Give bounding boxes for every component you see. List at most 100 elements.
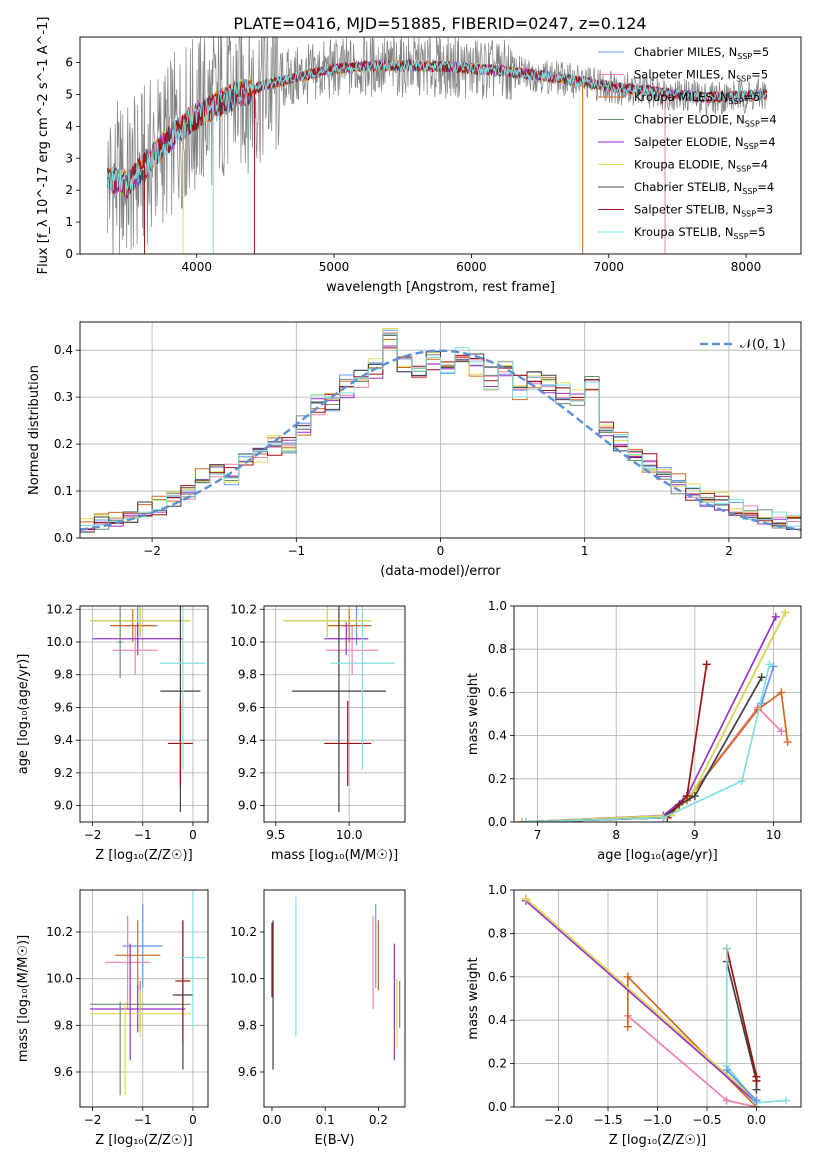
y-tick-label: 0.3 xyxy=(54,390,73,404)
legend-label-suffix: =4 xyxy=(759,135,776,149)
point-marker xyxy=(722,1096,731,1105)
legend-label: Salpeter MILES, NSSP=5 xyxy=(634,68,768,84)
x-tick-label: −2 xyxy=(143,544,161,558)
y-tick-label: 2 xyxy=(65,183,73,197)
x-tick-label: 0.1 xyxy=(316,1113,335,1127)
x-tick-label: 7000 xyxy=(593,260,624,274)
point-marker xyxy=(722,1066,731,1075)
point-marker xyxy=(722,944,731,953)
legend-label-suffix: =4 xyxy=(751,158,768,172)
y-axis-label: age [log₁₀(age/yr)] xyxy=(16,654,31,775)
y-tick-label: 1.0 xyxy=(488,599,507,613)
legend-label-sub: SSP xyxy=(741,210,756,219)
panel-age-vs-Z: −2 −1 0 9.0 9.2 9.4 9.6 9.8 10.0 10.2 Z [log₁₀(Z/Z… xyxy=(16,602,209,863)
panel-residuals: −2 −1 0 1 2 0.0 0.1 0.2 0.3 0.4 (data-model)/error… xyxy=(27,321,802,579)
plot-area xyxy=(107,37,768,254)
figure-title: PLATE=0416, MJD=51885, FIBERID=0247, z=0… xyxy=(233,14,646,33)
legend-label-suffix: =5 xyxy=(744,90,761,104)
y-tick-label: 10.0 xyxy=(230,635,257,649)
y-tick-label: 3 xyxy=(65,151,73,165)
y-tick-label: 0.8 xyxy=(488,926,507,940)
x-tick-label: 5000 xyxy=(319,260,350,274)
panel-massweight-vs-age: 7 8 9 10 0.0 0.2 0.4 0.6 0.8 1.0 age [log₁₀(age/yr… xyxy=(466,599,802,863)
y-tick-label: 9.4 xyxy=(54,733,73,747)
point-marker xyxy=(783,738,792,747)
y-tick-label: 9.6 xyxy=(54,1065,73,1079)
y-tick-label: 4 xyxy=(65,119,73,133)
legend-label: Salpeter STELIB, NSSP=3 xyxy=(634,203,773,219)
legend-label-sub: SSP xyxy=(736,75,751,84)
x-tick-label: 8000 xyxy=(731,260,762,274)
legend-label: Chabrier MILES, NSSP=5 xyxy=(634,45,769,61)
x-tick-label: −1 xyxy=(134,828,152,842)
x-tick-label: −1 xyxy=(134,1113,152,1127)
x-tick-label: 9 xyxy=(691,828,699,842)
point-marker xyxy=(765,660,774,669)
point-marker xyxy=(659,813,668,822)
x-axis-label: Z [log₁₀(Z/Z☉)] xyxy=(609,1133,706,1148)
x-axis-label: (data-model)/error xyxy=(380,564,501,579)
legend-label: Salpeter ELODIE, NSSP=4 xyxy=(634,135,776,151)
y-tick-label: 9.0 xyxy=(238,799,257,813)
spectrum-data-line xyxy=(107,37,767,254)
x-tick-label: −2.0 xyxy=(544,1113,573,1127)
x-tick-label: 0.2 xyxy=(369,1113,388,1127)
x-tick-label: −2 xyxy=(84,1113,102,1127)
x-tick-label: 0 xyxy=(437,544,445,558)
y-tick-label: 0.2 xyxy=(488,772,507,786)
legend-label: Kroupa STELIB, NSSP=5 xyxy=(634,225,765,241)
legend-label-suffix: =4 xyxy=(760,113,777,127)
plot-area xyxy=(90,890,206,1096)
y-tick-label: 0.6 xyxy=(488,970,507,984)
plot-area xyxy=(80,328,801,533)
plot-area xyxy=(90,606,206,813)
x-axis-label: Z [log₁₀(Z/Z☉)] xyxy=(95,848,192,863)
y-tick-label: 9.8 xyxy=(54,1018,73,1032)
y-tick-label: 9.8 xyxy=(238,1018,257,1032)
legend-label-sub: SSP xyxy=(734,232,749,241)
point-marker xyxy=(521,818,530,822)
point-marker xyxy=(690,792,699,801)
point-marker xyxy=(752,1096,761,1105)
panel-spectrum: 4000 5000 6000 7000 8000 0 1 2 3 4 5 6 wavelength [A… xyxy=(36,17,802,295)
x-axis-label: Z [log₁₀(Z/Z☉)] xyxy=(95,1133,192,1148)
series-line-kroupa_elodie xyxy=(525,898,758,1102)
x-tick-label: 9.5 xyxy=(266,828,285,842)
point-marker xyxy=(781,608,790,617)
x-tick-label: −1.5 xyxy=(593,1113,622,1127)
point-marker xyxy=(771,612,780,621)
point-marker xyxy=(752,1085,761,1094)
x-tick-label: 0.0 xyxy=(262,1113,281,1127)
x-tick-label: −1.0 xyxy=(643,1113,672,1127)
point-marker xyxy=(752,1076,761,1085)
y-axis-label: mass [log₁₀(M/M☉)] xyxy=(16,935,31,1062)
x-tick-label: 0 xyxy=(189,1113,197,1127)
series-line-kroupa_elodie xyxy=(521,612,787,822)
legend-label: Kroupa ELODIE, NSSP=4 xyxy=(634,158,768,174)
x-tick-label: 10.0 xyxy=(336,828,363,842)
y-tick-label: 9.4 xyxy=(238,733,257,747)
y-tick-label: 0.4 xyxy=(488,729,507,743)
plot-area xyxy=(521,894,791,1107)
legend-label-suffix: =3 xyxy=(756,203,773,217)
y-axis-label: mass weight xyxy=(466,673,481,755)
y-tick-label: 10.0 xyxy=(46,635,73,649)
plot-area xyxy=(283,606,395,813)
point-marker xyxy=(782,1096,791,1105)
x-tick-label: 0.0 xyxy=(747,1113,766,1127)
x-tick-label: 10 xyxy=(766,828,781,842)
axes-frame xyxy=(263,605,406,823)
y-tick-label: 0.2 xyxy=(488,1057,507,1071)
y-tick-label: 9.2 xyxy=(238,766,257,780)
y-tick-label: 10.2 xyxy=(46,602,73,616)
axes-frame xyxy=(513,605,802,823)
legend-label-sub: SSP xyxy=(729,97,744,106)
y-tick-label: 10.2 xyxy=(46,925,73,939)
y-tick-label: 9.8 xyxy=(54,668,73,682)
y-tick-label: 1.0 xyxy=(488,883,507,897)
x-axis-label: age [log₁₀(age/yr)] xyxy=(597,848,718,863)
series-line-salpeter_stelib xyxy=(725,948,758,1081)
y-tick-label: 9.0 xyxy=(54,799,73,813)
y-tick-label: 10.0 xyxy=(230,972,257,986)
point-marker xyxy=(757,673,766,682)
